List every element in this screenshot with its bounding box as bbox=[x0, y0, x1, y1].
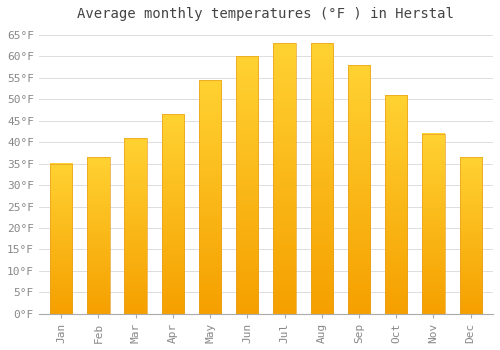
Bar bbox=[348, 65, 370, 314]
Bar bbox=[236, 56, 258, 314]
Bar bbox=[422, 134, 444, 314]
Bar bbox=[199, 80, 222, 314]
Bar bbox=[124, 138, 147, 314]
Bar bbox=[87, 157, 110, 314]
Bar bbox=[162, 114, 184, 314]
Bar bbox=[460, 157, 482, 314]
Bar bbox=[50, 163, 72, 314]
Title: Average monthly temperatures (°F ) in Herstal: Average monthly temperatures (°F ) in He… bbox=[78, 7, 454, 21]
Bar bbox=[385, 95, 407, 314]
Bar bbox=[274, 43, 295, 314]
Bar bbox=[310, 43, 333, 314]
